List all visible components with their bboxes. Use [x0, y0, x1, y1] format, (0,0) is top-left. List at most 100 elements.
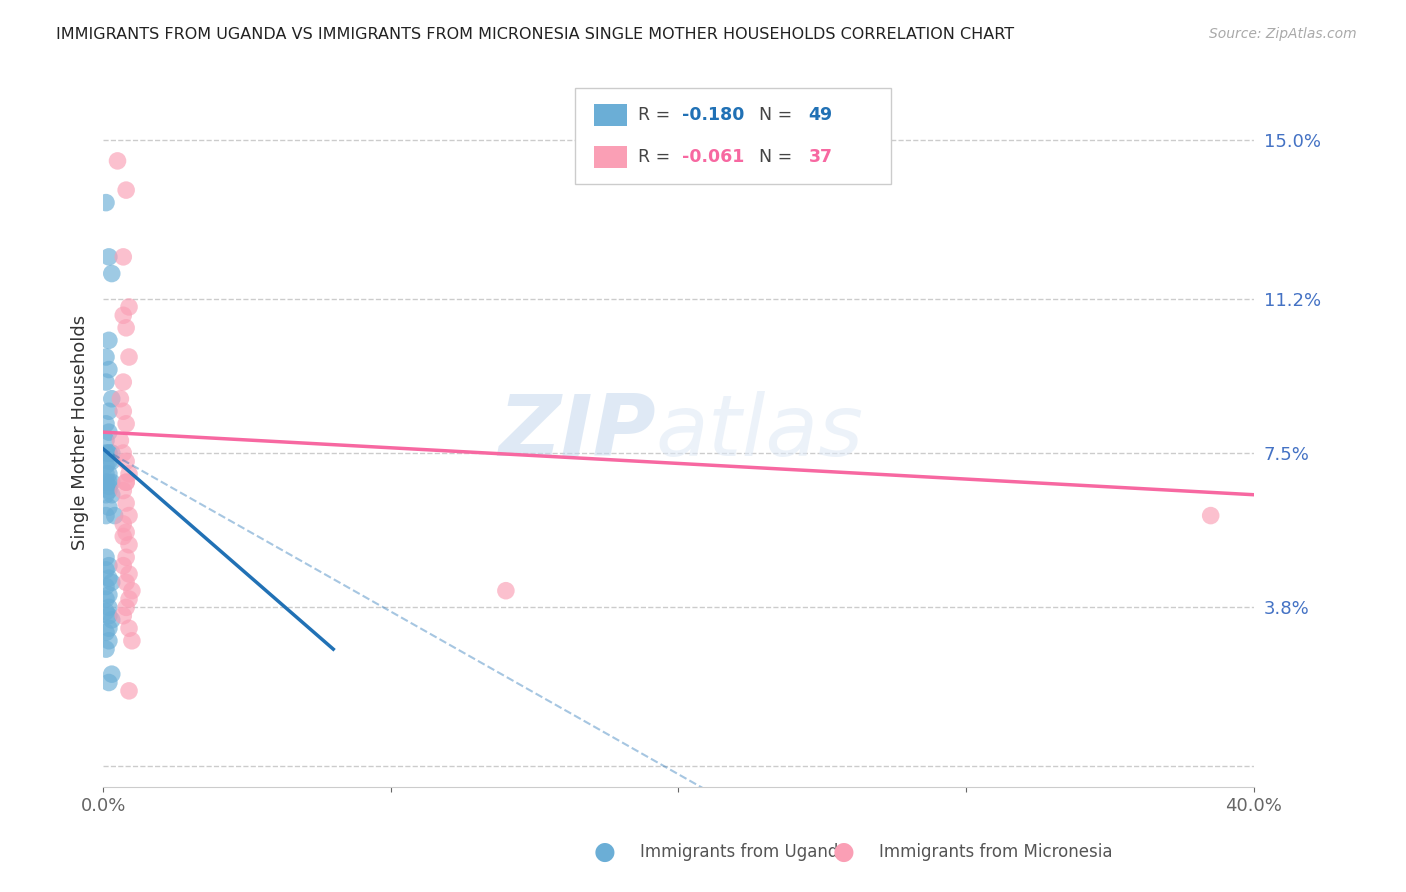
- Text: -0.061: -0.061: [682, 148, 744, 166]
- Text: 37: 37: [808, 148, 832, 166]
- Point: [94, 434, 117, 448]
- Text: ●: ●: [832, 840, 855, 863]
- Point: [94, 550, 117, 565]
- Point: [100, 475, 122, 490]
- Point: [97, 633, 120, 648]
- Point: [112, 516, 135, 531]
- Point: [118, 508, 141, 523]
- Text: N =: N =: [748, 106, 797, 124]
- Point: [1199, 508, 1222, 523]
- Point: [100, 613, 122, 627]
- Point: [97, 558, 120, 573]
- Point: [112, 529, 135, 543]
- Point: [112, 608, 135, 623]
- Point: [94, 642, 117, 657]
- Point: [97, 446, 120, 460]
- Text: IMMIGRANTS FROM UGANDA VS IMMIGRANTS FROM MICRONESIA SINGLE MOTHER HOUSEHOLDS CO: IMMIGRANTS FROM UGANDA VS IMMIGRANTS FRO…: [56, 27, 1014, 42]
- Point: [112, 404, 135, 418]
- Point: [100, 454, 122, 468]
- Point: [118, 592, 141, 607]
- Point: [97, 250, 120, 264]
- Text: R =: R =: [638, 106, 676, 124]
- Point: [94, 605, 117, 619]
- Point: [94, 195, 117, 210]
- Point: [94, 580, 117, 594]
- Point: [100, 446, 122, 460]
- Point: [97, 483, 120, 498]
- Point: [97, 454, 120, 468]
- Point: [112, 250, 135, 264]
- Point: [97, 600, 120, 615]
- Point: [495, 583, 517, 598]
- Point: [112, 375, 135, 389]
- Point: [115, 454, 138, 468]
- Y-axis label: Single Mother Households: Single Mother Households: [72, 315, 89, 549]
- Text: Source: ZipAtlas.com: Source: ZipAtlas.com: [1209, 27, 1357, 41]
- Text: N =: N =: [748, 148, 797, 166]
- Point: [97, 500, 120, 515]
- Point: [97, 475, 120, 490]
- Text: ●: ●: [593, 840, 616, 863]
- Point: [94, 458, 117, 473]
- Text: atlas: atlas: [655, 391, 863, 474]
- Point: [118, 538, 141, 552]
- Point: [94, 508, 117, 523]
- Point: [112, 308, 135, 322]
- Point: [94, 563, 117, 577]
- Point: [94, 375, 117, 389]
- Point: [112, 558, 135, 573]
- Point: [115, 475, 138, 490]
- Point: [115, 183, 138, 197]
- Point: [94, 467, 117, 481]
- Point: [100, 267, 122, 281]
- Text: 49: 49: [808, 106, 832, 124]
- Point: [115, 417, 138, 431]
- Point: [97, 571, 120, 585]
- Point: [110, 434, 132, 448]
- Point: [110, 392, 132, 406]
- Point: [118, 350, 141, 364]
- Point: [100, 667, 122, 681]
- Point: [121, 583, 143, 598]
- Point: [97, 334, 120, 348]
- Point: [107, 153, 129, 168]
- Point: [115, 600, 138, 615]
- Point: [97, 621, 120, 635]
- FancyBboxPatch shape: [595, 146, 627, 168]
- Point: [94, 350, 117, 364]
- Text: R =: R =: [638, 148, 676, 166]
- Point: [112, 483, 135, 498]
- Point: [118, 684, 141, 698]
- Point: [94, 475, 117, 490]
- Point: [100, 575, 122, 590]
- Point: [118, 567, 141, 582]
- FancyBboxPatch shape: [575, 88, 891, 184]
- Point: [121, 633, 143, 648]
- FancyBboxPatch shape: [595, 104, 627, 126]
- Point: [118, 467, 141, 481]
- Point: [97, 608, 120, 623]
- Point: [115, 525, 138, 540]
- Text: Immigrants from Micronesia: Immigrants from Micronesia: [879, 843, 1112, 861]
- Point: [100, 392, 122, 406]
- Text: ZIP: ZIP: [498, 391, 655, 474]
- Point: [97, 446, 120, 460]
- Point: [100, 488, 122, 502]
- Point: [104, 508, 127, 523]
- Point: [94, 488, 117, 502]
- Point: [97, 425, 120, 439]
- Point: [97, 675, 120, 690]
- Point: [97, 467, 120, 481]
- Point: [115, 475, 138, 490]
- Point: [118, 621, 141, 635]
- Point: [97, 404, 120, 418]
- Point: [94, 625, 117, 640]
- Point: [112, 446, 135, 460]
- Point: [97, 362, 120, 376]
- Point: [115, 321, 138, 335]
- Point: [94, 417, 117, 431]
- Point: [94, 446, 117, 460]
- Point: [115, 575, 138, 590]
- Point: [97, 479, 120, 493]
- Point: [115, 550, 138, 565]
